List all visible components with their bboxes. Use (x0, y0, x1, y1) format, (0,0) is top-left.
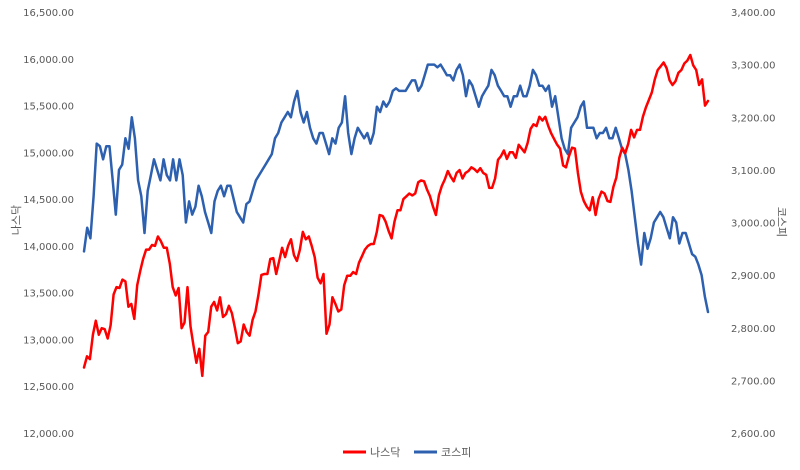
legend: 나스닥 코스피 (343, 446, 471, 459)
right-tick-label: 2,600.00 (731, 429, 776, 440)
legend-label-nasdaq: 나스닥 (370, 446, 400, 459)
left-tick-label: 16,000.00 (23, 55, 74, 66)
right-tick-label: 3,300.00 (731, 61, 776, 72)
right-tick-label: 2,900.00 (731, 271, 776, 282)
left-tick-label: 14,000.00 (23, 242, 74, 253)
left-tick-label: 16,500.00 (23, 8, 74, 19)
right-tick-label: 2,800.00 (731, 324, 776, 335)
left-tick-label: 13,500.00 (23, 289, 74, 300)
right-axis-title: 코스피 (775, 207, 788, 237)
right-tick-label: 3,400.00 (731, 8, 776, 19)
left-tick-label: 13,000.00 (23, 335, 74, 346)
left-tick-label: 12,500.00 (23, 382, 74, 393)
left-axis-ticks: 12,000.00 12,500.00 13,000.00 13,500.00 14,0… (23, 8, 74, 440)
right-tick-label: 2,700.00 (731, 376, 776, 387)
left-tick-label: 12,000.00 (23, 429, 74, 440)
series-line-kospi (82, 63, 710, 314)
left-tick-label: 15,000.00 (23, 148, 74, 159)
legend-label-kospi: 코스피 (441, 446, 471, 459)
left-tick-label: 15,500.00 (23, 102, 74, 113)
series-line-nasdaq (82, 53, 710, 378)
left-tick-label: 14,500.00 (23, 195, 74, 206)
series-layer (82, 53, 710, 378)
right-tick-label: 3,200.00 (731, 113, 776, 124)
right-tick-label: 3,000.00 (731, 219, 776, 230)
right-tick-label: 3,100.00 (731, 166, 776, 177)
left-axis-title: 나스닥 (10, 205, 23, 235)
right-axis-ticks: 2,600.00 2,700.00 2,800.00 2,900.00 3,000.00… (731, 8, 776, 440)
